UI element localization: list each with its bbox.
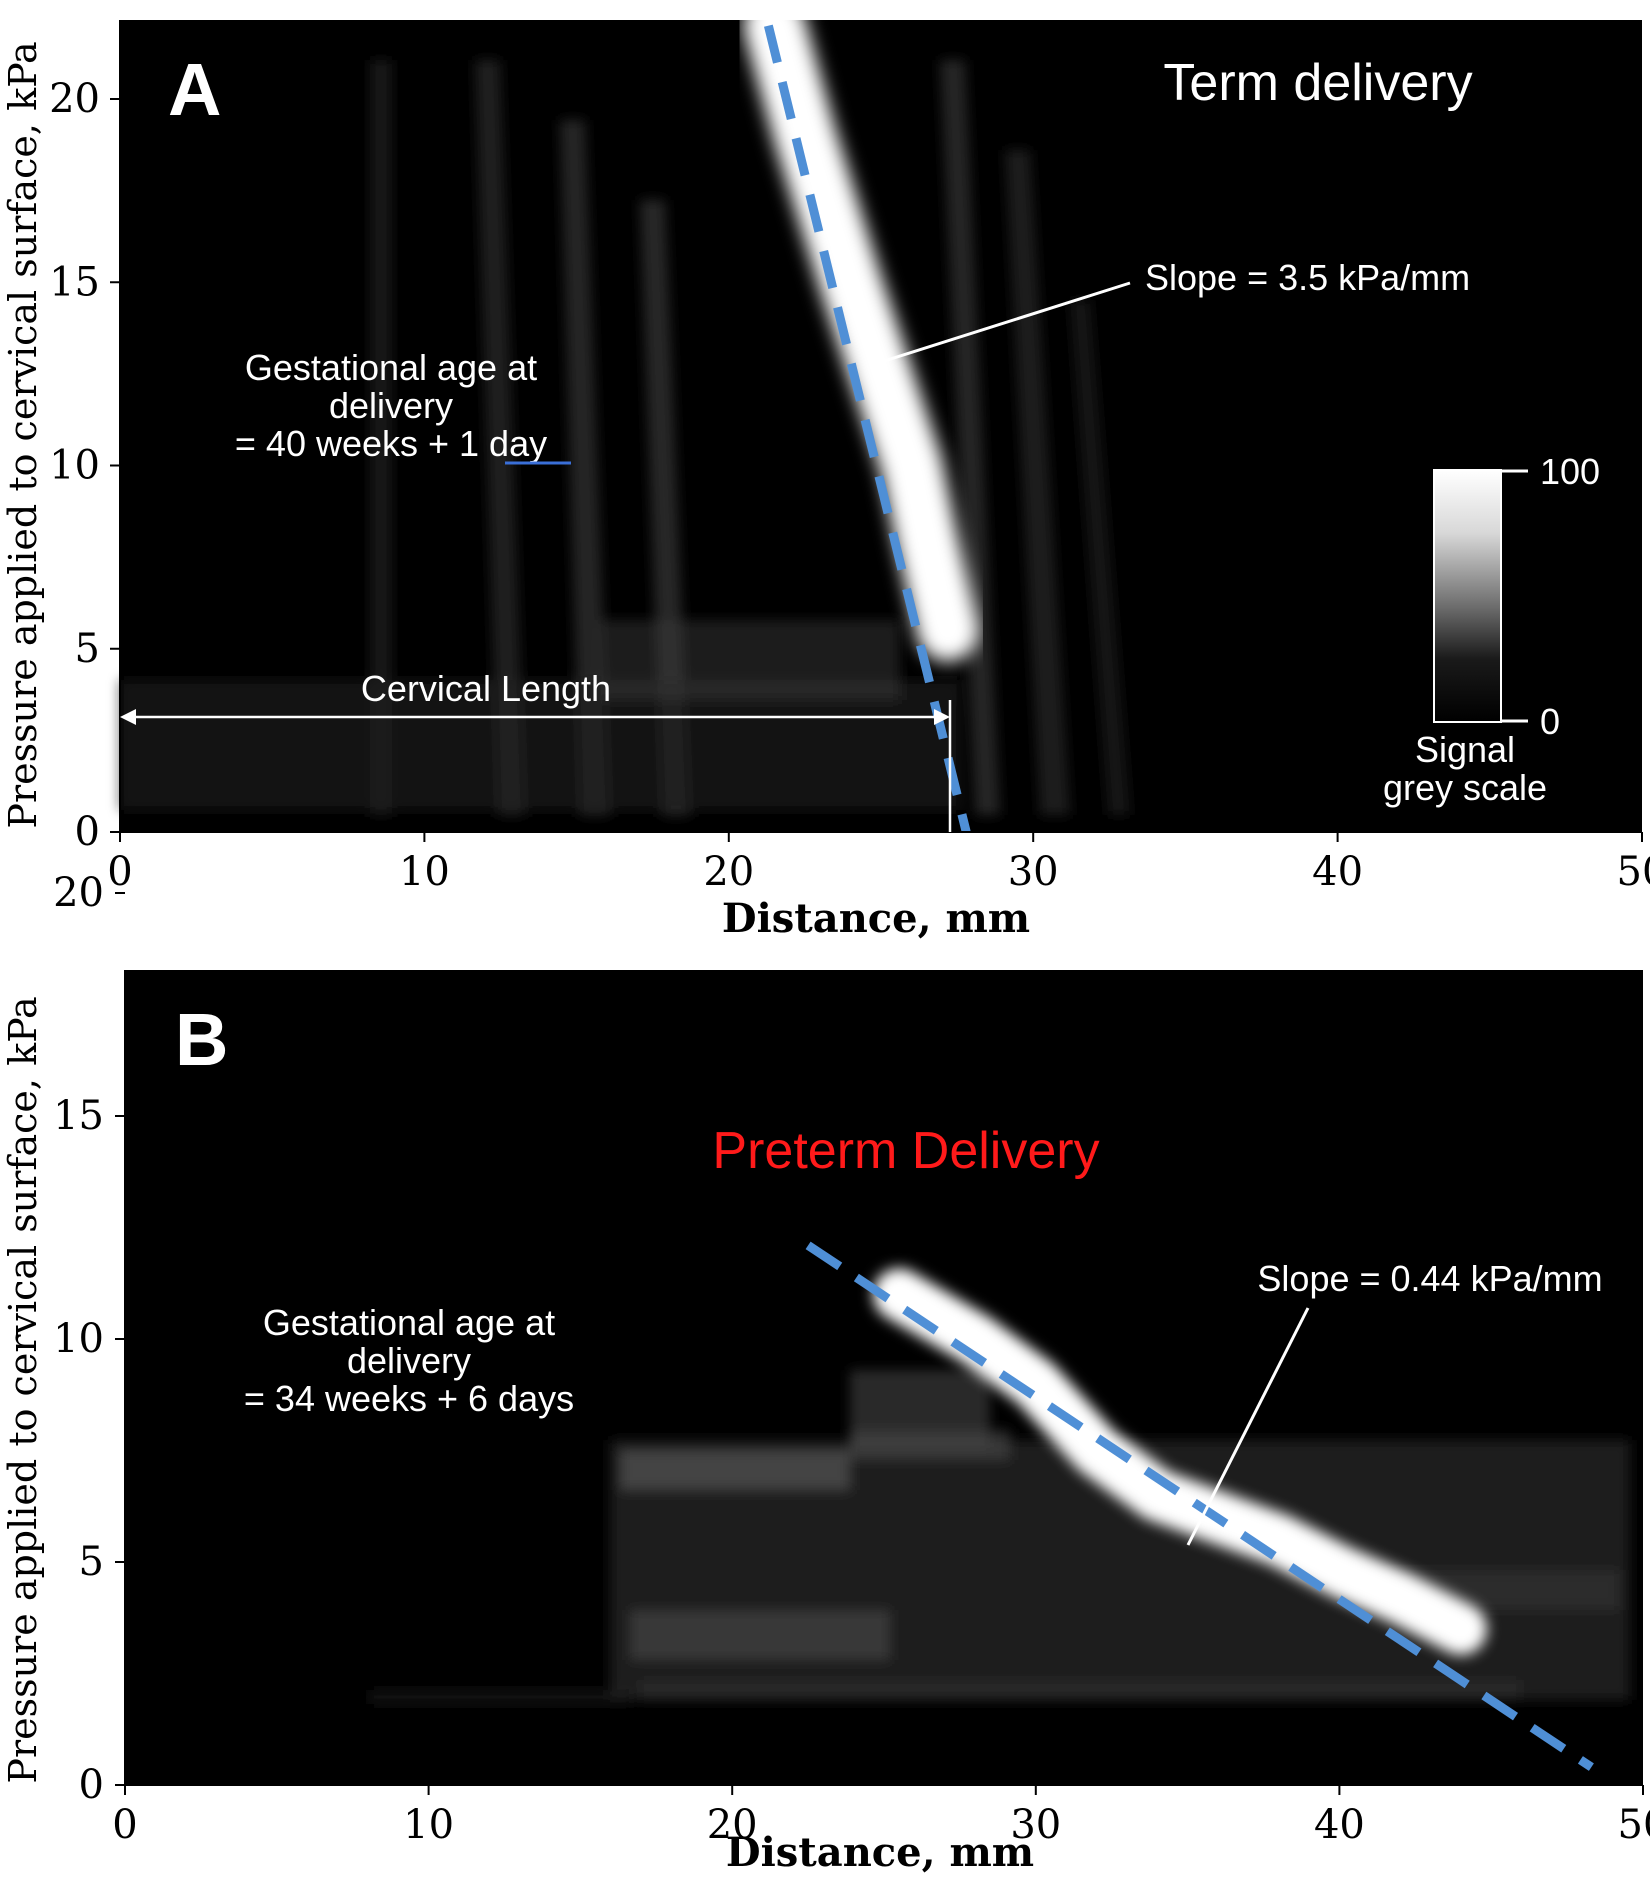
panel-b-fit-line [805, 1241, 1594, 1771]
panel-a-y-axis-label: Pressure applied to cervical surface, kP… [1, 41, 45, 828]
panel-a-x-tick-label: 10 [399, 849, 450, 895]
panel-a-gest-line1: Gestational age at [245, 347, 537, 388]
panel-b-bright-band [873, 1268, 1487, 1655]
panel-a-y-tick-label: 15 [49, 259, 100, 305]
panel-a-slope-annotation: Slope = 3.5 kPa/mm [877, 257, 1470, 365]
panel-b-y-tick-label: 10 [53, 1316, 104, 1362]
panel-a-streaks [120, 60, 1130, 815]
panel-a-x-tick-label: 50 [1617, 849, 1650, 895]
panel-a-gest-line3: = 40 weeks + 1 day [235, 423, 547, 464]
panel-a-x-tick-label: 30 [1008, 849, 1059, 895]
cervical-length-arrowhead-left [120, 709, 136, 725]
panel-b-noise-region [370, 1370, 1630, 1704]
panel-b: 0 10 20 30 40 50 0 5 10 15 20 B Preterm Delivery G… [1, 870, 1650, 1876]
colorbar-caption-line2: grey scale [1383, 767, 1547, 808]
panel-b-x-tick-label: 0 [112, 1802, 137, 1848]
panel-a-slope-leader [877, 281, 1131, 365]
colorbar-caption-line1: Signal [1415, 729, 1515, 770]
panel-a-y-tick-label: 20 [49, 76, 100, 122]
panel-a-gest-line2: delivery [329, 385, 453, 426]
panel-b-y-tick-label: 20 [53, 870, 104, 916]
panel-b-y-axis-label: Pressure applied to cervical surface, kP… [1, 996, 45, 1783]
panel-b-gestational-age: Gestational age at delivery = 34 weeks +… [244, 1302, 574, 1419]
colorbar-max-label: 100 [1540, 451, 1600, 492]
panel-b-y-tick-label: 15 [53, 1093, 104, 1139]
panel-b-title: Preterm Delivery [712, 1122, 1099, 1180]
panel-a-bright-band [743, 0, 979, 662]
cervical-length-arrowhead-right [934, 709, 950, 725]
panel-a-y-tick-label: 0 [75, 809, 100, 855]
panel-a-y-tick-label: 5 [75, 626, 100, 672]
panel-b-heatmap [370, 1268, 1630, 1704]
cervical-length-label: Cervical Length [361, 668, 611, 709]
panel-a-colorbar: 100 0 Signal grey scale [1383, 451, 1600, 808]
panel-a-title: Term delivery [1163, 54, 1472, 112]
panel-b-x-tick-label: 50 [1618, 1802, 1650, 1848]
colorbar-min-label: 0 [1540, 701, 1560, 742]
panel-b-x-tick-label: 20 [707, 1802, 758, 1848]
panel-b-label: B [175, 998, 228, 1081]
panel-b-slope-annotation: Slope = 0.44 kPa/mm [1186, 1258, 1603, 1546]
panel-a-x-tick-label: 20 [703, 849, 754, 895]
panel-b-slope-label: Slope = 0.44 kPa/mm [1257, 1258, 1602, 1299]
panel-b-y-tick-label: 5 [79, 1539, 104, 1585]
panel-a-band-segment [895, 507, 979, 662]
panel-b-axes: 0 10 20 30 40 50 0 5 10 15 20 [53, 870, 1650, 1848]
panel-b-y-tick-label: 0 [79, 1762, 104, 1808]
panel-b-x-axis-label: Distance, mm [726, 1829, 1034, 1876]
panel-b-x-tick-label: 10 [403, 1802, 454, 1848]
panel-b-x-tick-label: 30 [1010, 1802, 1061, 1848]
panel-a-cervical-length: Cervical Length [120, 668, 952, 832]
panel-a: 0 10 20 30 40 50 0 5 10 15 20 A Term delivery Gest… [1, 0, 1650, 942]
colorbar-gradient [1433, 469, 1502, 723]
panel-b-slope-leader [1186, 1307, 1310, 1546]
panel-a-axes: 0 10 20 30 40 50 0 5 10 15 20 [49, 20, 1650, 895]
panel-a-slope-label: Slope = 3.5 kPa/mm [1145, 257, 1470, 298]
panel-a-y-tick-label: 10 [49, 443, 100, 489]
panel-b-gest-line3: = 34 weeks + 6 days [244, 1378, 574, 1419]
panel-b-x-tick-label: 40 [1314, 1802, 1365, 1848]
panel-a-x-axis-label: Distance, mm [722, 895, 1030, 942]
panel-a-fit-line [764, 24, 971, 834]
panel-a-label: A [168, 48, 221, 131]
panel-a-gestational-age: Gestational age at delivery = 40 weeks +… [235, 347, 547, 464]
panel-b-band-segment [1374, 1571, 1487, 1655]
panel-a-heatmap [120, 0, 1130, 815]
panel-b-gest-line2: delivery [347, 1340, 471, 1381]
panel-a-x-tick-label: 0 [107, 849, 132, 895]
panel-b-gest-line1: Gestational age at [263, 1302, 555, 1343]
panel-a-x-tick-label: 40 [1312, 849, 1363, 895]
